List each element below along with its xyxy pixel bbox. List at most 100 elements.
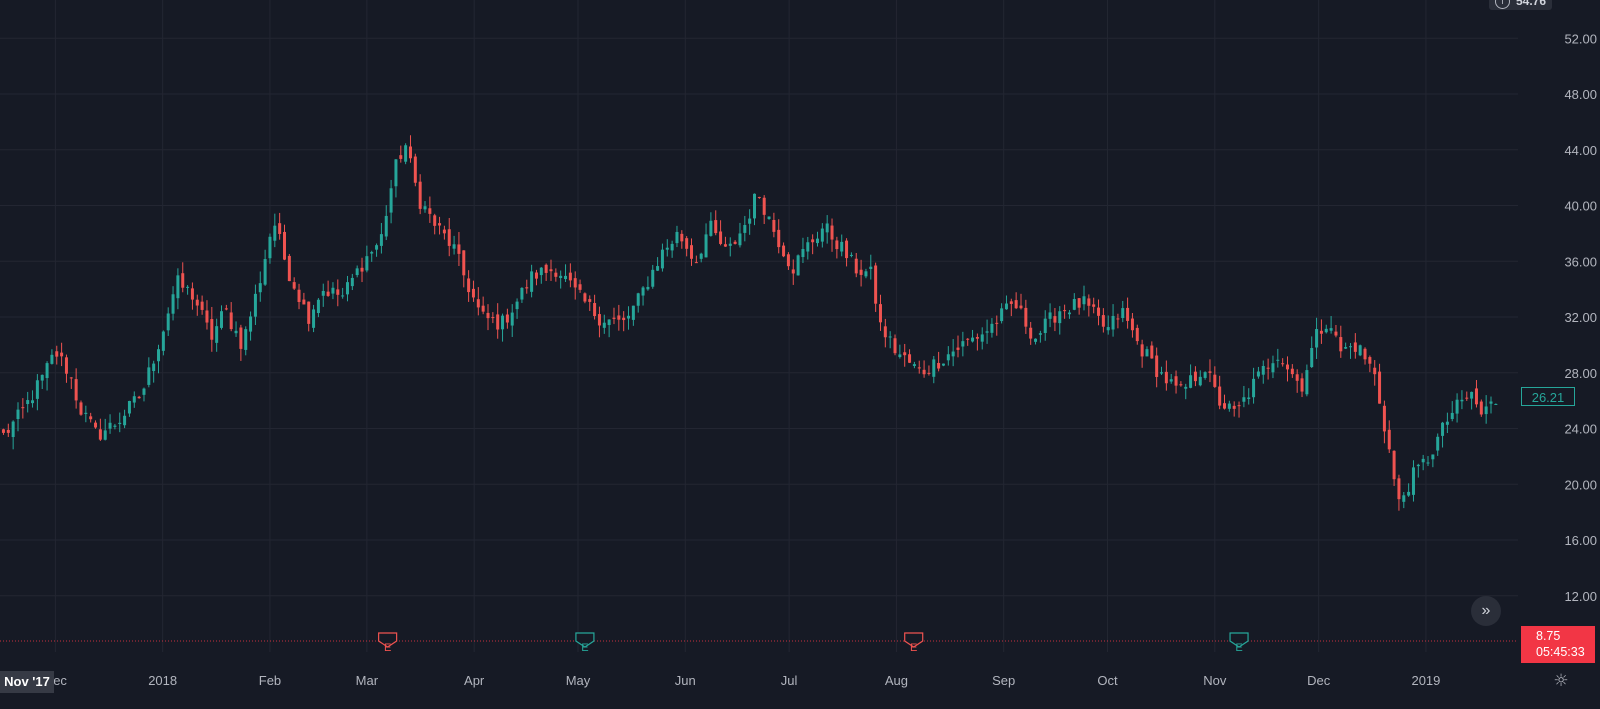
- candle-body: [1387, 429, 1391, 450]
- earnings-marker[interactable]: E: [1229, 632, 1249, 654]
- earnings-marker[interactable]: E: [378, 632, 398, 654]
- range-start-label: Nov '17: [0, 671, 54, 693]
- candle-body: [1111, 315, 1115, 330]
- candle-body: [1203, 372, 1207, 378]
- candle-body: [990, 323, 994, 333]
- candle-body: [1411, 467, 1415, 495]
- x-tick-label: Feb: [259, 673, 281, 688]
- info-icon[interactable]: i: [1494, 0, 1510, 9]
- candle-body: [1116, 318, 1120, 320]
- candle-body: [917, 367, 921, 369]
- candle-body: [1450, 412, 1454, 420]
- candle-body: [786, 254, 790, 267]
- price-info-widget[interactable]: i 54.76: [1488, 0, 1552, 10]
- candle-body: [1, 429, 5, 433]
- candle-body: [413, 156, 417, 183]
- candle-body: [1397, 478, 1401, 500]
- candle-body: [1087, 298, 1091, 306]
- candle-body: [418, 181, 422, 209]
- candle-body: [815, 238, 819, 244]
- candle-body: [1150, 345, 1154, 359]
- candle-body: [103, 430, 107, 440]
- earnings-marker[interactable]: E: [575, 632, 595, 654]
- candle-body: [1276, 359, 1280, 361]
- candle-body: [641, 287, 645, 296]
- candle-body: [607, 319, 611, 326]
- scroll-to-realtime-button[interactable]: »: [1471, 596, 1501, 626]
- candle-body: [830, 225, 834, 240]
- candle-body: [433, 215, 437, 226]
- candle-body: [602, 322, 606, 328]
- x-tick-label: Nov: [1203, 673, 1227, 688]
- candle-body: [234, 330, 238, 334]
- alert-countdown: 05:45:33: [1536, 645, 1585, 659]
- x-tick-label: 2019: [1411, 673, 1440, 688]
- y-tick-label: 16.00: [1564, 533, 1597, 548]
- candle-body: [699, 253, 703, 259]
- candle-body: [980, 334, 984, 342]
- candle-body: [55, 351, 59, 357]
- candle-body: [1348, 346, 1352, 348]
- candle-body: [1140, 344, 1144, 357]
- candles: [1, 135, 1498, 511]
- candle-body: [384, 215, 388, 237]
- candle-body: [714, 220, 718, 234]
- candle-body: [273, 225, 277, 241]
- candle-body: [651, 269, 655, 287]
- candle-body: [1266, 367, 1270, 369]
- candle-body: [1048, 312, 1052, 319]
- candle-body: [244, 329, 248, 350]
- candle-body: [40, 374, 44, 381]
- candle-body: [549, 269, 553, 272]
- candle-body: [118, 422, 122, 424]
- candle-body: [1009, 301, 1013, 304]
- candle-body: [1300, 378, 1304, 392]
- candle-body: [845, 240, 849, 259]
- axis-settings-button[interactable]: ☼: [1550, 670, 1572, 692]
- candle-body: [181, 273, 185, 288]
- y-tick-label: 44.00: [1564, 143, 1597, 158]
- candle-body: [1097, 307, 1101, 316]
- candle-body: [166, 313, 170, 331]
- candle-body: [16, 409, 20, 420]
- candle-body: [142, 388, 146, 395]
- candle-body: [307, 301, 311, 324]
- alert-price-tag[interactable]: 8.75 05:45:33: [1521, 626, 1595, 663]
- candle-body: [278, 223, 282, 234]
- candle-body: [898, 354, 902, 358]
- candle-body: [801, 249, 805, 258]
- candle-body: [941, 363, 945, 366]
- earnings-marker[interactable]: E: [904, 632, 924, 654]
- candle-body: [912, 364, 916, 366]
- candle-body: [777, 229, 781, 248]
- top-price-label: 54.76: [1515, 0, 1546, 8]
- candle-body: [1198, 376, 1202, 386]
- candle-body: [1135, 327, 1139, 342]
- candle-body: [762, 197, 766, 215]
- candle-body: [534, 272, 538, 279]
- candle-body: [350, 277, 354, 287]
- y-tick-label: 24.00: [1564, 422, 1597, 437]
- candle-body: [491, 317, 495, 319]
- candle-body: [486, 312, 490, 319]
- x-tick-label: Aug: [885, 673, 908, 688]
- candle-body: [452, 244, 456, 249]
- candle-body: [505, 314, 509, 323]
- candle-body: [888, 336, 892, 338]
- candle-body: [1218, 386, 1222, 406]
- x-tick-label: Dec: [1307, 673, 1331, 688]
- candle-body: [379, 234, 383, 246]
- candle-body: [530, 271, 534, 292]
- candle-body: [224, 308, 228, 310]
- candle-body: [520, 287, 524, 300]
- candle-body: [268, 236, 272, 259]
- y-tick-label: 28.00: [1564, 366, 1597, 381]
- candle-body: [312, 309, 316, 328]
- candle-body: [1256, 371, 1260, 377]
- candle-body: [971, 337, 975, 342]
- candle-body: [1082, 296, 1086, 305]
- candle-body: [1431, 454, 1435, 460]
- candle-body: [753, 193, 756, 219]
- candle-body: [239, 327, 243, 349]
